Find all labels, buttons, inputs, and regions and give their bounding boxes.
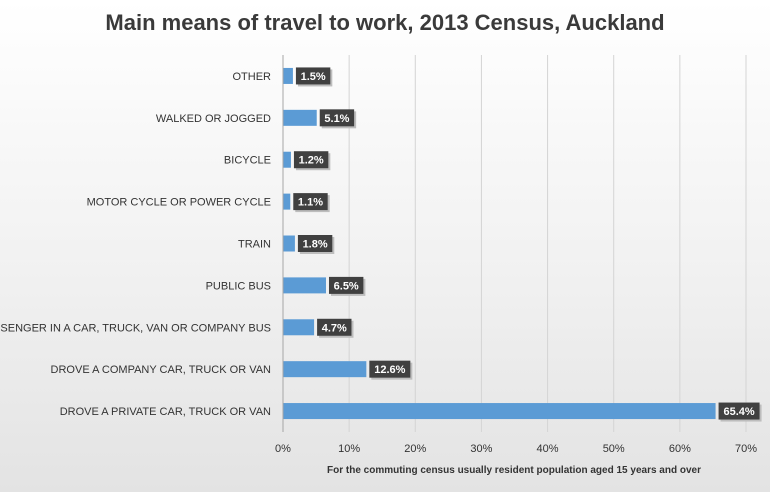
data-label-box [328, 276, 364, 294]
data-label-box [317, 318, 352, 336]
axes: 0% 10% 20% 30% 40% 50% 60% 70% OTHER WALKED OR JO… [0, 55, 757, 455]
category-label: DROVE A PRIVATE CAR, TRUCK OR VAN [60, 406, 271, 418]
data-label-box [295, 67, 331, 85]
x-tick-label: 0% [275, 443, 291, 455]
data-label: 6.5% [334, 280, 359, 292]
bar [283, 361, 367, 378]
data-label: 1.2% [299, 155, 324, 167]
bar [283, 109, 317, 126]
x-tick-label: 50% [603, 443, 625, 455]
bar [283, 151, 291, 168]
data-label-box [293, 151, 329, 169]
data-label: 4.7% [322, 322, 347, 334]
x-axis-title: For the commuting census usually residen… [327, 465, 701, 476]
category-label: PUBLIC BUS [206, 280, 271, 292]
bars [283, 67, 716, 420]
data-label-box [369, 360, 411, 378]
x-tick-label: 10% [338, 443, 360, 455]
category-label: TRAIN [238, 239, 271, 251]
category-label: DROVE A COMPANY CAR, TRUCK OR VAN [51, 364, 272, 376]
data-label-box [718, 402, 760, 420]
data-label: 5.1% [324, 113, 349, 125]
bar [283, 67, 293, 84]
bar [283, 319, 315, 336]
chart-title: Main means of travel to work, 2013 Censu… [105, 10, 665, 35]
x-tick-label: 30% [470, 443, 492, 455]
data-label: 1.1% [298, 197, 323, 209]
x-tick-label: 40% [537, 443, 559, 455]
x-tick-label: 60% [669, 443, 691, 455]
data-labels: 1.5% 5.1% 1.2% 1.1% 1.8% 6.5% 4.7% 12.6% 65.4% [293, 67, 762, 422]
x-tick-label: 20% [404, 443, 426, 455]
bar [283, 235, 295, 252]
category-label: PASSENGER IN A CAR, TRUCK, VAN OR COMPAN… [0, 322, 271, 334]
data-label: 1.8% [303, 239, 328, 251]
bar [283, 277, 326, 294]
category-label: OTHER [233, 71, 272, 83]
data-label-box [297, 235, 333, 252]
category-label: MOTOR CYCLE OR POWER CYCLE [87, 197, 271, 209]
bar [283, 403, 716, 420]
category-label: WALKED OR JOGGED [156, 113, 271, 125]
bar [283, 193, 291, 210]
data-label: 12.6% [374, 364, 405, 376]
x-tick-label: 70% [735, 443, 757, 455]
data-label: 1.5% [301, 71, 326, 83]
data-label: 65.4% [723, 406, 754, 418]
category-label: BICYCLE [224, 155, 271, 167]
data-label-box [293, 193, 328, 211]
data-label-box [319, 109, 355, 127]
